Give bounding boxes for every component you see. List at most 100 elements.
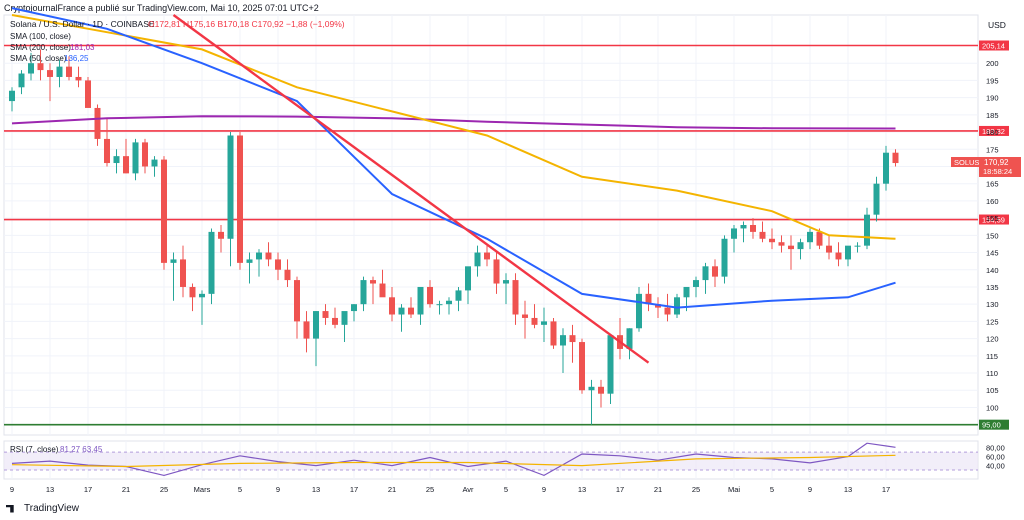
- candle-body: [683, 286, 690, 298]
- candle-body: [208, 231, 215, 294]
- candle-body: [769, 238, 775, 243]
- indicator-lines: [11, 7, 896, 309]
- candle-body: [807, 231, 813, 243]
- candle-body: [227, 135, 234, 239]
- candle-body: [303, 321, 310, 339]
- candle-body: [512, 280, 519, 315]
- candle-body: [493, 259, 500, 284]
- x-tick-label: 5: [504, 485, 508, 494]
- x-tick-label: 13: [46, 485, 54, 494]
- x-tick-label: 13: [844, 485, 852, 494]
- sma-line-1: [11, 14, 896, 240]
- x-tick-label: 21: [122, 485, 130, 494]
- candle-body: [693, 280, 699, 287]
- sma-line-0: [11, 115, 896, 130]
- candle-body: [864, 214, 870, 246]
- candle-body: [408, 307, 414, 315]
- downtrend-line: [172, 14, 650, 364]
- candle-body: [503, 280, 509, 284]
- y-tick-label: 120: [986, 335, 999, 344]
- x-tick-label: 13: [312, 485, 320, 494]
- main-pane-frame: [3, 14, 979, 436]
- candle-body: [712, 266, 718, 277]
- candle-body: [322, 311, 329, 318]
- candle-body: [265, 252, 272, 260]
- candle-body: [56, 66, 63, 77]
- legend-sma200-value: 181,03: [70, 43, 95, 52]
- x-tick-label: 21: [388, 485, 396, 494]
- candle-body: [151, 159, 158, 167]
- symbol-tag: SOLUSD: [954, 158, 985, 167]
- candle-body: [664, 307, 671, 315]
- candle-body: [541, 321, 547, 325]
- ohlc-summary: O172,81 H175,16 B170,18 C170,92 −1,88 (−…: [148, 19, 345, 29]
- rsi-line-0: [11, 442, 896, 477]
- candle-body: [845, 245, 851, 260]
- candle-body: [161, 159, 167, 263]
- candle-body: [398, 307, 405, 315]
- rsi-tick-label: 40,00: [986, 462, 1005, 471]
- candle-body: [892, 152, 899, 164]
- currency-label: USD: [988, 20, 1006, 30]
- y-tick-label: 180: [986, 128, 999, 137]
- x-tick-label: 9: [276, 485, 280, 494]
- candle-body: [674, 297, 680, 315]
- level-label-bg: [979, 419, 1009, 430]
- candle-body: [626, 328, 633, 349]
- candle-body: [275, 259, 281, 270]
- candle-body: [702, 266, 709, 281]
- candle-body: [9, 90, 15, 102]
- x-tick-label: 13: [578, 485, 586, 494]
- candle-body: [47, 70, 53, 77]
- tradingview-icon: [6, 504, 14, 513]
- chart-title: Solana / U.S. Dollar · 1D · COINBASE: [10, 19, 155, 29]
- candle-body: [313, 311, 319, 339]
- brand-name: TradingView: [24, 503, 80, 514]
- x-tick-label: Mai: [728, 485, 740, 494]
- y-tick-label: 145: [986, 249, 999, 258]
- rsi-values: 81,27 63,45: [60, 445, 103, 454]
- candle-body: [389, 297, 395, 315]
- rsi-tick-label: 80,00: [986, 444, 1005, 453]
- level-label: 95,00: [982, 421, 1001, 430]
- candle-body: [360, 280, 367, 305]
- publisher-header: CryptojournalFrance a publié sur Trading…: [4, 3, 319, 13]
- candle-body: [436, 304, 443, 306]
- level-label: 205,14: [982, 42, 1005, 51]
- y-tick-label: 185: [986, 111, 999, 120]
- y-tick-label: 140: [986, 266, 999, 275]
- y-tick-label: 150: [986, 231, 999, 240]
- rsi-layer: [4, 442, 978, 477]
- x-tick-label: 9: [808, 485, 812, 494]
- candle-body: [123, 156, 129, 174]
- candle-body: [588, 386, 595, 391]
- y-tick-label: 115: [986, 352, 998, 361]
- x-tick-label: 9: [542, 485, 546, 494]
- last-price-bg: [979, 157, 1021, 177]
- candle-body: [484, 252, 490, 260]
- y-tick-label: 155: [986, 214, 999, 223]
- tradingview-logo: TradingView: [6, 503, 79, 514]
- y-tick-label: 135: [986, 283, 999, 292]
- y-tick-label: 100: [986, 403, 999, 412]
- candle-body: [85, 80, 91, 108]
- candle-body: [826, 245, 832, 253]
- candle-body: [816, 231, 823, 246]
- rsi-title: RSI (7, close): [10, 445, 59, 454]
- candle-body: [636, 293, 642, 329]
- candle-body: [750, 225, 756, 232]
- last-price-label: 170,92: [984, 158, 1009, 167]
- rsi-tick-label: 60,00: [986, 453, 1005, 462]
- candle-body: [284, 269, 291, 281]
- sma-line-2: [11, 7, 896, 309]
- candle-body: [873, 183, 880, 215]
- symbol-tag-bg: [951, 157, 991, 167]
- candle-body: [759, 231, 766, 239]
- candle-body: [28, 63, 34, 74]
- rsi-line-1: [11, 454, 896, 468]
- candle-body: [474, 252, 481, 267]
- x-tick-label: 5: [238, 485, 242, 494]
- price-axis: 100 105 110 115 120 125 130 135 140 145 150 155 160 1…: [986, 59, 1005, 470]
- candle-body: [655, 304, 661, 308]
